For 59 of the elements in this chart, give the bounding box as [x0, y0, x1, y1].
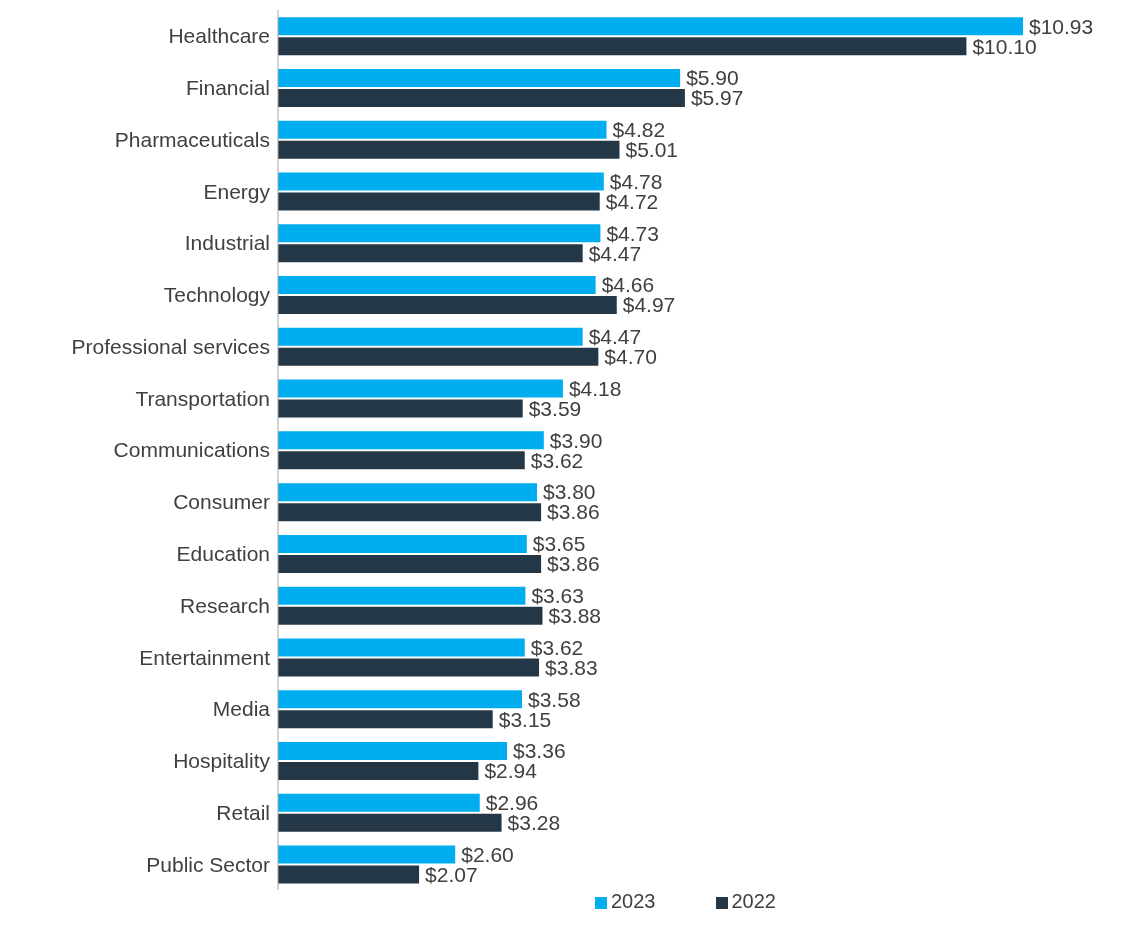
bar — [278, 37, 967, 56]
bar — [278, 534, 527, 553]
y-tick-label: Research — [180, 593, 270, 617]
data-label: $2.60 — [461, 842, 514, 866]
bar — [278, 606, 543, 625]
bar — [278, 710, 493, 729]
data-label: $3.90 — [549, 428, 603, 452]
bar — [278, 327, 583, 346]
bar — [278, 483, 538, 502]
bar — [278, 172, 604, 191]
bar — [278, 296, 617, 315]
bar — [278, 658, 540, 677]
bar — [278, 554, 542, 573]
y-tick-label: Transportation — [135, 386, 270, 410]
bar — [278, 347, 599, 366]
bar — [278, 399, 523, 418]
y-tick-label: Media — [212, 697, 271, 721]
bar — [278, 379, 563, 398]
y-tick-label: Consumer — [173, 490, 270, 514]
data-label: $4.18 — [568, 376, 622, 400]
data-label: $3.58 — [528, 687, 581, 711]
y-tick-label: Pharmaceuticals — [114, 127, 270, 151]
bar — [278, 586, 526, 605]
y-tick-label: Communications — [113, 438, 270, 462]
bar — [278, 89, 685, 108]
bar — [278, 690, 523, 709]
bar — [278, 761, 479, 780]
legend-label: 2023 — [611, 890, 656, 912]
bar — [278, 638, 525, 657]
y-tick-label: Financial — [185, 76, 270, 100]
y-tick-label: Technology — [163, 283, 271, 307]
bar — [278, 741, 508, 760]
bar — [278, 431, 544, 450]
bar — [278, 192, 600, 211]
bar — [278, 140, 620, 159]
legend-label: 2022 — [731, 890, 776, 912]
y-tick-label: Energy — [203, 179, 271, 203]
data-label: $4.78 — [609, 169, 663, 193]
bar — [278, 845, 456, 864]
bar — [278, 276, 596, 295]
bar — [278, 813, 502, 832]
bar — [278, 503, 542, 522]
y-tick-label: Retail — [216, 800, 270, 824]
y-tick-label: Industrial — [184, 231, 270, 255]
bar — [278, 865, 420, 884]
bar — [278, 69, 681, 88]
y-tick-label: Education — [176, 541, 270, 565]
data-label: $10.93 — [1029, 14, 1094, 38]
y-tick-label: Hospitality — [173, 749, 271, 773]
y-tick-label: Entertainment — [139, 645, 271, 669]
bar — [278, 17, 1023, 36]
bar — [278, 244, 583, 263]
y-tick-label: Public Sector — [146, 852, 270, 876]
bar — [278, 120, 607, 139]
bar — [278, 451, 525, 470]
bar — [278, 793, 480, 812]
y-tick-label: Healthcare — [168, 24, 270, 48]
bar — [278, 224, 601, 243]
y-tick-label: Professional services — [71, 334, 270, 358]
